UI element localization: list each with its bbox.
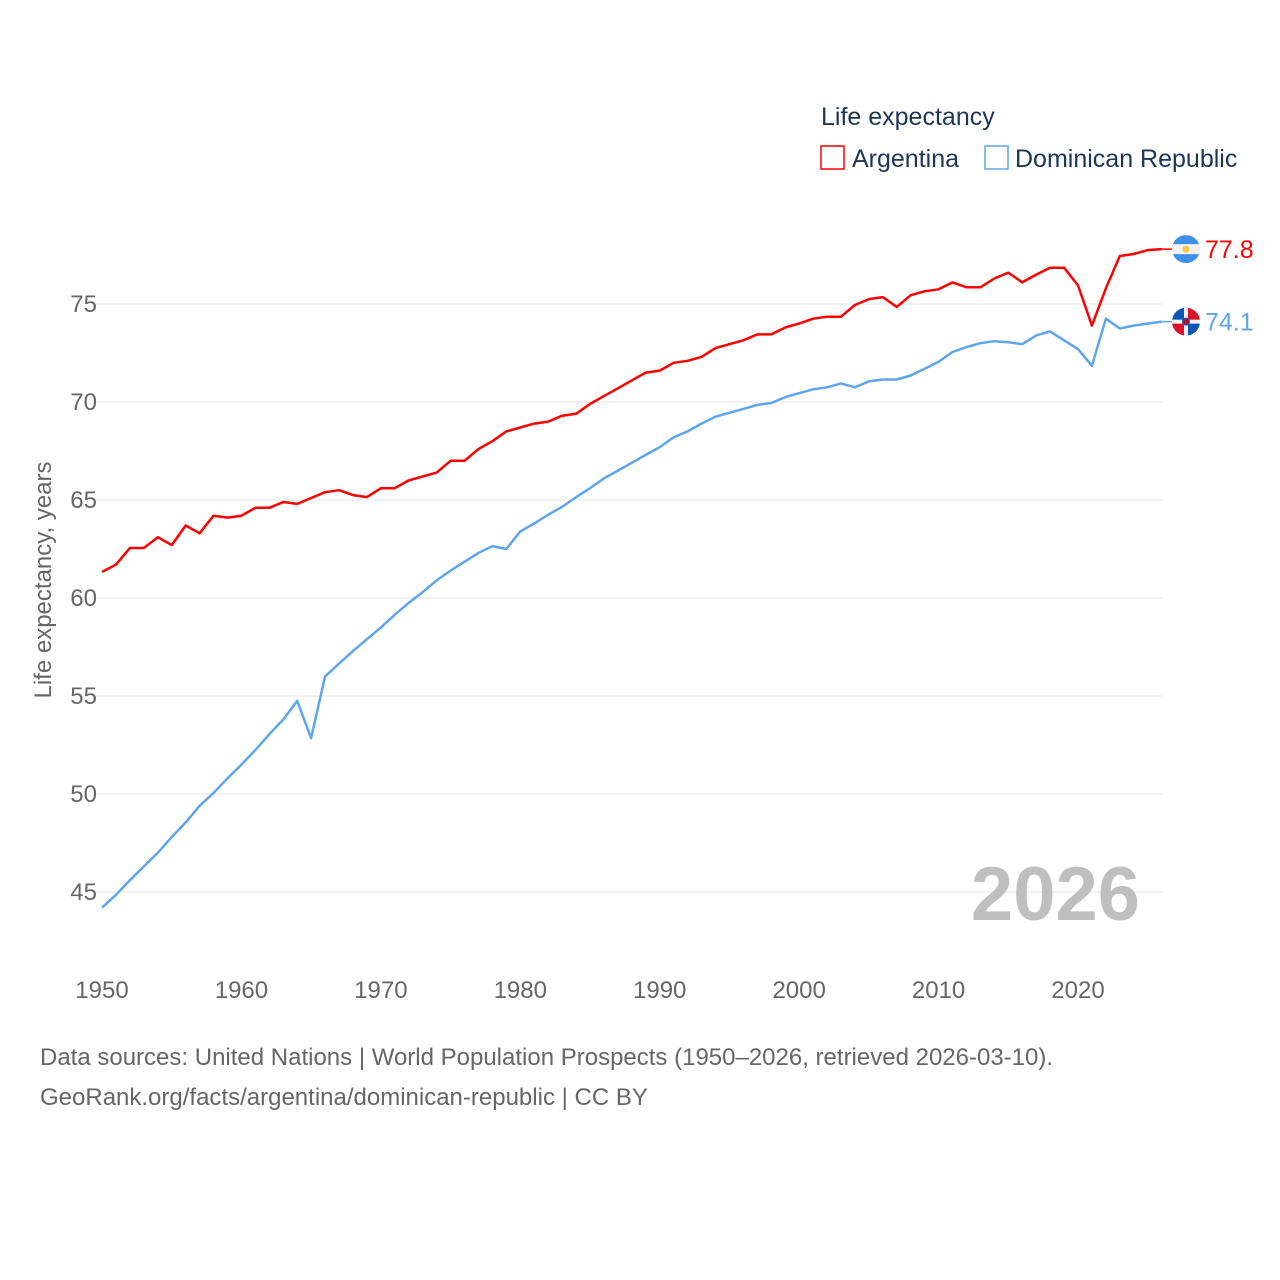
x-tick-label: 1990 bbox=[633, 977, 686, 1004]
x-tick-label: 2000 bbox=[772, 977, 825, 1004]
y-axis-title: Life expectancy, years bbox=[30, 461, 57, 698]
y-axis-ticks: 45 50 55 60 65 70 75 bbox=[70, 291, 97, 906]
series-line-dominican-republic bbox=[101, 317, 1162, 909]
x-tick-label: 2010 bbox=[912, 977, 965, 1004]
legend-label-argentina: Argentina bbox=[852, 145, 959, 173]
y-tick-label: 75 bbox=[70, 291, 97, 318]
grid-lines bbox=[95, 303, 1162, 893]
legend-item-argentina[interactable]: Argentina bbox=[820, 145, 959, 173]
legend: Life expectancy Argentina Dominican Repu… bbox=[820, 103, 1237, 173]
x-tick-label: 1950 bbox=[75, 977, 128, 1004]
year-overlay: 2026 bbox=[971, 852, 1140, 937]
legend-swatch-dominican-republic bbox=[984, 145, 1009, 170]
y-tick-label: 55 bbox=[70, 683, 97, 710]
x-tick-label: 2020 bbox=[1051, 977, 1104, 1004]
x-tick-label: 1980 bbox=[494, 977, 547, 1004]
footer-link[interactable]: GeoRank.org/facts/argentina/dominican-re… bbox=[40, 1084, 648, 1111]
argentina-flag-icon bbox=[1172, 235, 1200, 264]
dominican-republic-flag-icon bbox=[1172, 307, 1200, 336]
legend-label-dominican-republic: Dominican Republic bbox=[1015, 145, 1237, 173]
y-tick-label: 45 bbox=[70, 879, 97, 906]
series-line-argentina bbox=[101, 247, 1162, 574]
end-value-label-dominican-republic: 74.1 bbox=[1205, 309, 1254, 337]
x-axis-ticks: 1950 1960 1970 1980 1990 2000 2010 2020 bbox=[75, 977, 1104, 1004]
y-tick-label: 60 bbox=[70, 585, 97, 612]
y-tick-label: 50 bbox=[70, 781, 97, 808]
footer-sources: Data sources: United Nations | World Pop… bbox=[40, 1044, 1054, 1071]
legend-item-dominican-republic[interactable]: Dominican Republic bbox=[984, 145, 1237, 173]
legend-swatch-argentina bbox=[820, 145, 845, 170]
series-lines bbox=[101, 247, 1162, 909]
legend-title: Life expectancy bbox=[821, 103, 995, 131]
x-tick-label: 1960 bbox=[215, 977, 268, 1004]
x-tick-label: 1970 bbox=[354, 977, 407, 1004]
series-end-labels: 77.8 74.1 bbox=[1161, 235, 1254, 337]
y-tick-label: 65 bbox=[70, 487, 97, 514]
end-value-label-argentina: 77.8 bbox=[1205, 236, 1254, 264]
y-tick-label: 70 bbox=[70, 389, 97, 416]
